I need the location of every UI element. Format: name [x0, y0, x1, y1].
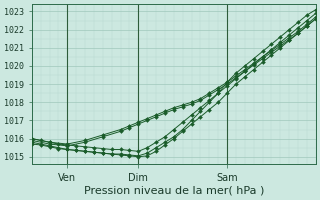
X-axis label: Pression niveau de la mer( hPa ): Pression niveau de la mer( hPa ) — [84, 186, 264, 196]
